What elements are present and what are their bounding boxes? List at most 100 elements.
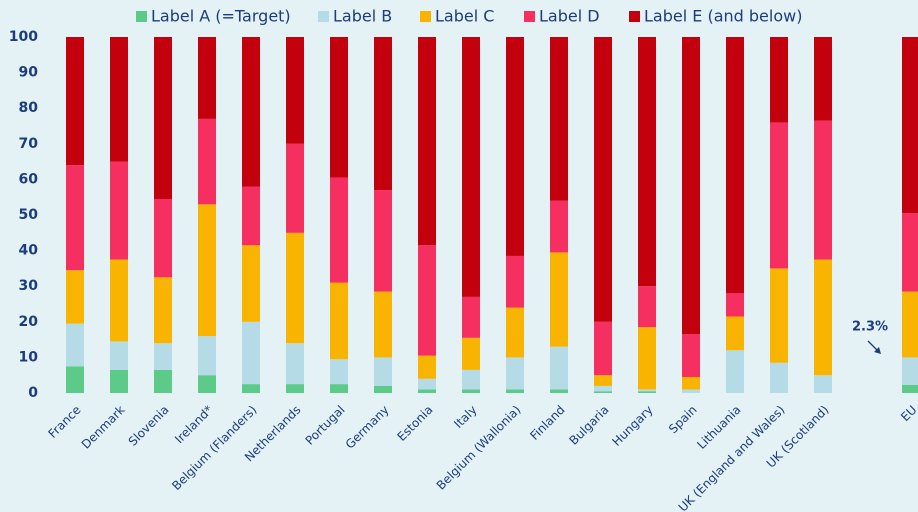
bar-segment <box>506 307 524 358</box>
bar-segment <box>242 186 260 246</box>
legend-swatch <box>629 11 640 22</box>
annotation: 2.3% <box>852 320 888 335</box>
bar-segment <box>682 37 700 335</box>
bar-segment <box>374 385 392 393</box>
bar-segment <box>594 385 612 392</box>
bar-segment <box>462 389 480 393</box>
bar-segment <box>770 268 788 363</box>
bar-segment <box>418 389 436 393</box>
x-tick-label: Denmark <box>79 403 128 452</box>
bar-segment <box>66 37 84 166</box>
x-tick-label: Italy <box>451 403 479 431</box>
bar-segment <box>594 37 612 322</box>
bar-segment <box>550 200 568 253</box>
bar-segment <box>154 277 172 344</box>
bar-segment <box>198 37 216 119</box>
legend-swatch <box>136 11 147 22</box>
bar-segment <box>286 343 304 385</box>
bar-segment <box>330 384 348 393</box>
bar-segment <box>374 357 392 386</box>
bar-segment <box>374 190 392 292</box>
bar-segment <box>814 259 832 376</box>
bar-segment <box>726 293 744 317</box>
bar-segment <box>902 37 918 214</box>
x-tick-label: Hungary <box>609 403 655 449</box>
x-tick-label: Bulgaria <box>567 403 612 448</box>
bar-segment <box>154 198 172 278</box>
legend-label: Label A (=Target) <box>151 7 291 26</box>
legend-label: Label C <box>435 7 494 26</box>
y-tick-label: 100 <box>9 29 38 45</box>
bar-segment <box>242 321 260 385</box>
bar-segment <box>638 389 656 392</box>
bar-segment <box>330 282 348 360</box>
bar-segment <box>418 355 436 379</box>
bar-segment <box>66 270 84 324</box>
bar-segment <box>66 366 84 393</box>
bar-segment <box>462 369 480 390</box>
bar-segment <box>506 255 524 308</box>
bar-segment <box>286 232 304 344</box>
bar-segment <box>418 37 436 246</box>
y-tick-label: 80 <box>19 100 39 116</box>
y-tick-label: 20 <box>19 314 39 330</box>
bar-segment <box>242 384 260 393</box>
legend-swatch <box>420 11 431 22</box>
bar-segment <box>198 204 216 337</box>
y-tick-label: 40 <box>19 243 39 259</box>
bar-segment <box>770 37 788 123</box>
bar-segment <box>682 389 700 393</box>
bar-segment <box>550 346 568 390</box>
legend-swatch <box>318 11 329 22</box>
bar-segment <box>550 37 568 201</box>
bar-segment <box>638 391 656 393</box>
bar-segment <box>462 337 480 370</box>
bar-segment <box>638 37 656 287</box>
bar-segment <box>242 245 260 322</box>
bar-segment <box>154 37 172 199</box>
bar-segment <box>154 369 172 393</box>
bar-segment <box>374 37 392 191</box>
bar-segment <box>506 357 524 390</box>
y-tick-label: 70 <box>19 136 39 152</box>
y-tick-label: 60 <box>19 171 39 187</box>
bar-segment <box>814 375 832 393</box>
legend-label: Label E (and below) <box>644 7 802 26</box>
y-tick-label: 10 <box>19 349 39 365</box>
bar-segment <box>682 334 700 377</box>
bar-segment <box>594 375 612 386</box>
x-tick-label: Estonia <box>394 403 435 444</box>
bar-segment <box>330 359 348 385</box>
x-tick-label: Finland <box>527 403 567 443</box>
bar-segment <box>550 252 568 347</box>
bar-segment <box>726 350 744 393</box>
x-tick-label: Belgium (Wallonia) <box>434 403 524 493</box>
bar-segment <box>154 343 172 370</box>
x-tick-label: Slovenia <box>126 403 172 449</box>
bar-segment <box>418 245 436 356</box>
y-tick-label: 50 <box>19 207 39 223</box>
bar-segment <box>418 378 436 390</box>
bar-segment <box>902 384 918 393</box>
bar-segment <box>814 37 832 121</box>
bar-segment <box>638 286 656 328</box>
bar-segment <box>374 291 392 358</box>
bar-segment <box>462 296 480 338</box>
bar-segment <box>550 389 568 393</box>
x-tick-label: Spain <box>666 403 700 437</box>
y-tick-label: 0 <box>28 385 38 401</box>
bar-segment <box>682 376 700 390</box>
y-tick-label: 30 <box>19 278 39 294</box>
bar-segment <box>506 389 524 393</box>
bar-segment <box>198 375 216 393</box>
bar-segment <box>286 384 304 393</box>
bar-segment <box>770 362 788 393</box>
bar-segment <box>110 369 128 393</box>
x-tick-label: Belgium (Flanders) <box>169 403 259 493</box>
bar-segment <box>66 323 84 367</box>
bar-segment <box>198 118 216 205</box>
bar-segment <box>726 37 744 294</box>
bar-segment <box>286 37 304 144</box>
x-tick-label: Ireland* <box>172 403 215 446</box>
